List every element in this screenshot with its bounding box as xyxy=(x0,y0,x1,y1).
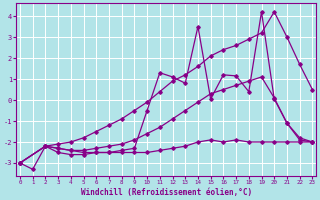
X-axis label: Windchill (Refroidissement éolien,°C): Windchill (Refroidissement éolien,°C) xyxy=(81,188,252,197)
